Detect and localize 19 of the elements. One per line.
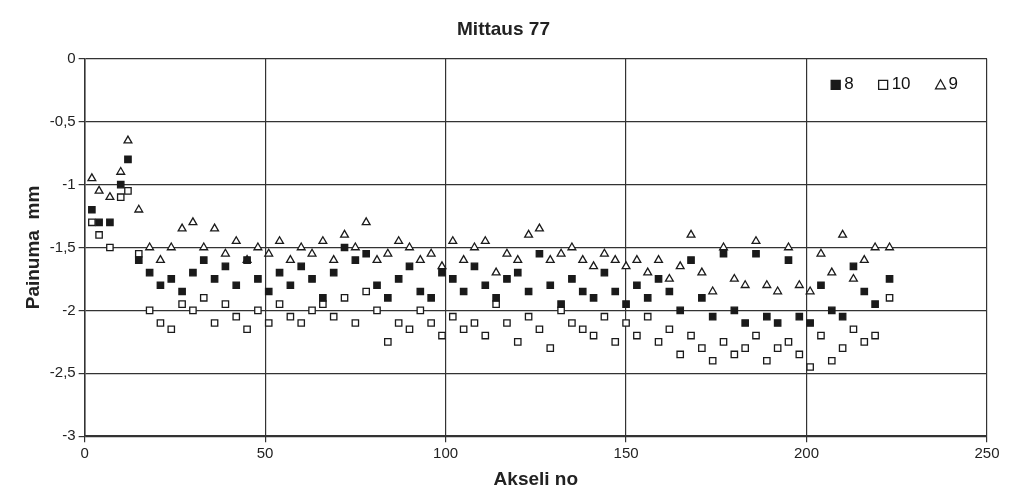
y-tick-label: -2,5 bbox=[49, 363, 76, 381]
x-tick-label: 250 bbox=[974, 444, 1000, 462]
x-axis-title: Akseli no bbox=[493, 467, 579, 489]
x-tick-label: 0 bbox=[80, 444, 89, 462]
x-tick-label: 100 bbox=[433, 444, 459, 462]
y-tick-label: -2 bbox=[62, 300, 76, 318]
y-tick-label: -1 bbox=[62, 174, 76, 192]
x-tick-label: 200 bbox=[794, 444, 820, 462]
y-tick-label: -0,5 bbox=[49, 111, 76, 129]
legend-label: 9 bbox=[948, 74, 959, 94]
y-tick-label: -3 bbox=[62, 426, 76, 444]
y-tick-label: -1,5 bbox=[49, 237, 76, 255]
y-axis-title: Painuma mm bbox=[21, 185, 43, 310]
legend-label: 10 bbox=[891, 74, 911, 94]
x-tick-label: 150 bbox=[613, 444, 639, 462]
legend-label: 8 bbox=[844, 74, 854, 94]
x-tick-label: 50 bbox=[256, 444, 274, 462]
y-tick-label: 0 bbox=[67, 48, 76, 66]
chart-title: Mittaus 77 bbox=[457, 17, 550, 39]
